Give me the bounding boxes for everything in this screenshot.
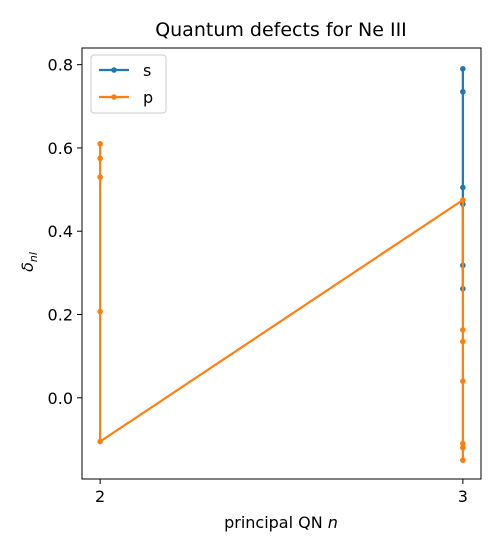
legend-label-s: s [143, 61, 151, 80]
legend-box [90, 54, 167, 114]
data-point [460, 66, 466, 72]
y-tick-label: 0.8 [48, 56, 73, 75]
series-p [97, 140, 466, 464]
x-axis-label: principal QN n [224, 513, 338, 532]
axes-frame [81, 47, 482, 480]
legend: sp [90, 54, 167, 114]
y-tick-label: 0.2 [48, 306, 73, 325]
x-axis-label-text: principal QN [224, 513, 328, 532]
plot-area [97, 66, 466, 464]
data-point [97, 140, 103, 147]
data-point [97, 174, 103, 180]
x-tick-label: 2 [95, 487, 105, 506]
data-point [460, 184, 466, 191]
data-point [460, 444, 466, 451]
data-point [460, 440, 466, 447]
legend-label-p: p [143, 88, 153, 107]
data-point [460, 327, 466, 333]
data-point [97, 155, 103, 162]
x-axis-label-variable: n [328, 513, 338, 532]
y-tick-label: 0.0 [48, 389, 73, 408]
y-tick-label: 0.4 [48, 222, 73, 241]
data-point [460, 88, 466, 95]
y-axis-label-symbol: δ [18, 262, 37, 272]
legend-marker-p [111, 94, 117, 100]
data-point [460, 457, 466, 464]
legend-marker-s [111, 67, 117, 73]
y-axis: 0.0 0.2 0.4 0.6 0.8 [48, 56, 82, 408]
data-point [460, 338, 466, 345]
y-tick-label: 0.6 [48, 139, 73, 158]
data-point [460, 197, 466, 203]
data-point [460, 378, 466, 384]
data-point [97, 438, 103, 445]
data-point [97, 308, 103, 315]
y-axis-label: δnl [18, 252, 40, 272]
y-axis-label-subscript: nl [27, 252, 40, 262]
chart-title: Quantum defects for Ne III [155, 19, 407, 41]
x-tick-label: 3 [458, 487, 468, 506]
